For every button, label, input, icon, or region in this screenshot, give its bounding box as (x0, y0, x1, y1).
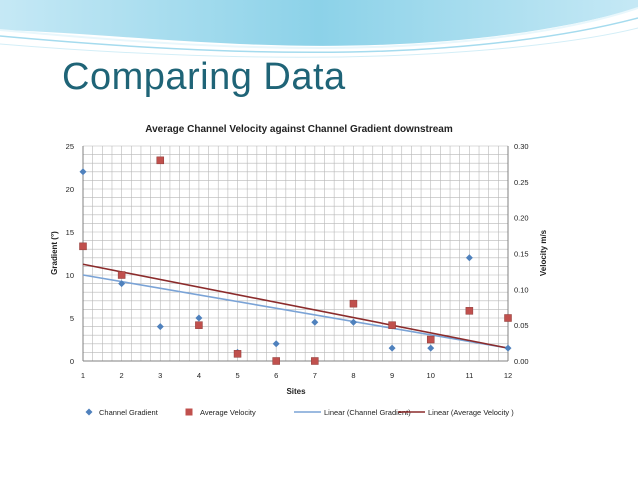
x-tick-label: 8 (351, 371, 355, 380)
gradient-point (272, 340, 280, 348)
y-tick-label: 15 (66, 228, 74, 237)
gradient-point (427, 344, 435, 352)
y-axis-right-label: Velocity m/s (539, 229, 548, 276)
velocity-point (311, 357, 319, 365)
x-tick-label: 4 (197, 371, 201, 380)
gradient-point (156, 323, 164, 331)
gradient-point (388, 344, 396, 352)
slide-title: Comparing Data (62, 56, 346, 98)
y-tick-label: 20 (66, 185, 74, 194)
gradient-point (311, 318, 319, 326)
velocity-point (79, 242, 87, 251)
x-tick-label: 12 (504, 371, 512, 380)
x-tick-label: 10 (427, 371, 435, 380)
chart-grid (82, 145, 509, 362)
legend-gradient-label: Channel Gradient (99, 408, 159, 417)
x-tick-label: 3 (158, 371, 162, 380)
velocity-point (465, 307, 474, 315)
x-tick-label: 11 (465, 371, 473, 380)
x-tick-label: 2 (120, 371, 124, 380)
chart-legend: Channel Gradient Average Velocity Linear (… (85, 408, 514, 417)
x-tick-label: 5 (235, 371, 239, 380)
velocity-point (117, 271, 126, 279)
velocity-point (272, 357, 280, 365)
gradient-point (118, 280, 126, 288)
slide-header-swoosh (0, 0, 638, 58)
legend-velocity-trend-label: Linear (Average Velocity ) (428, 408, 514, 417)
y2-tick-label: 0.25 (514, 178, 529, 187)
y2-tick-label: 0.15 (514, 250, 529, 259)
gradient-point (504, 344, 512, 352)
chart-title: Average Channel Velocity against Channel… (145, 124, 453, 135)
legend-gradient-trend-label: Linear (Channel Gradient) (324, 408, 411, 417)
y2-tick-label: 0.20 (514, 214, 529, 223)
x-tick-label: 9 (390, 371, 394, 380)
y-tick-label: 10 (66, 271, 74, 280)
y-tick-label: 5 (70, 314, 74, 323)
legend-velocity-label: Average Velocity (200, 408, 256, 417)
gradient-point (465, 254, 473, 262)
data-points (79, 156, 512, 365)
x-axis-label: Sites (286, 387, 306, 396)
trendline-gradient (82, 274, 509, 349)
legend-velocity-marker (185, 408, 193, 416)
velocity-point (504, 314, 512, 322)
x-tick-label: 7 (313, 371, 317, 380)
velocity-point (233, 350, 242, 358)
chart-axes (82, 146, 509, 362)
gradient-point (195, 314, 203, 322)
velocity-point (426, 335, 435, 344)
legend-gradient-marker (85, 408, 93, 416)
y2-tick-label: 0.05 (514, 321, 529, 330)
trendline-velocity (82, 263, 509, 349)
y2-tick-label: 0.10 (514, 285, 529, 294)
gradient-point (79, 168, 87, 176)
velocity-point (195, 321, 203, 329)
y-axis-left-ticks: 0 5 10 15 20 25 (66, 142, 74, 366)
y-tick-label: 25 (66, 142, 74, 151)
velocity-point (156, 156, 165, 165)
y2-tick-label: 0.00 (514, 357, 529, 366)
x-axis-ticks: 1 2 3 4 5 6 7 8 9 10 11 12 (81, 371, 512, 380)
gradient-point (349, 318, 357, 326)
velocity-point (388, 321, 396, 329)
y2-tick-label: 0.30 (514, 142, 529, 151)
x-tick-label: 1 (81, 371, 85, 380)
x-tick-label: 6 (274, 371, 278, 380)
velocity-point (349, 299, 358, 308)
trendlines (82, 263, 509, 349)
y-axis-right-ticks: 0.00 0.05 0.10 0.15 0.20 0.25 0.30 (514, 142, 529, 366)
y-axis-left-label: Gradient (°) (50, 231, 59, 275)
y-tick-label: 0 (70, 357, 74, 366)
